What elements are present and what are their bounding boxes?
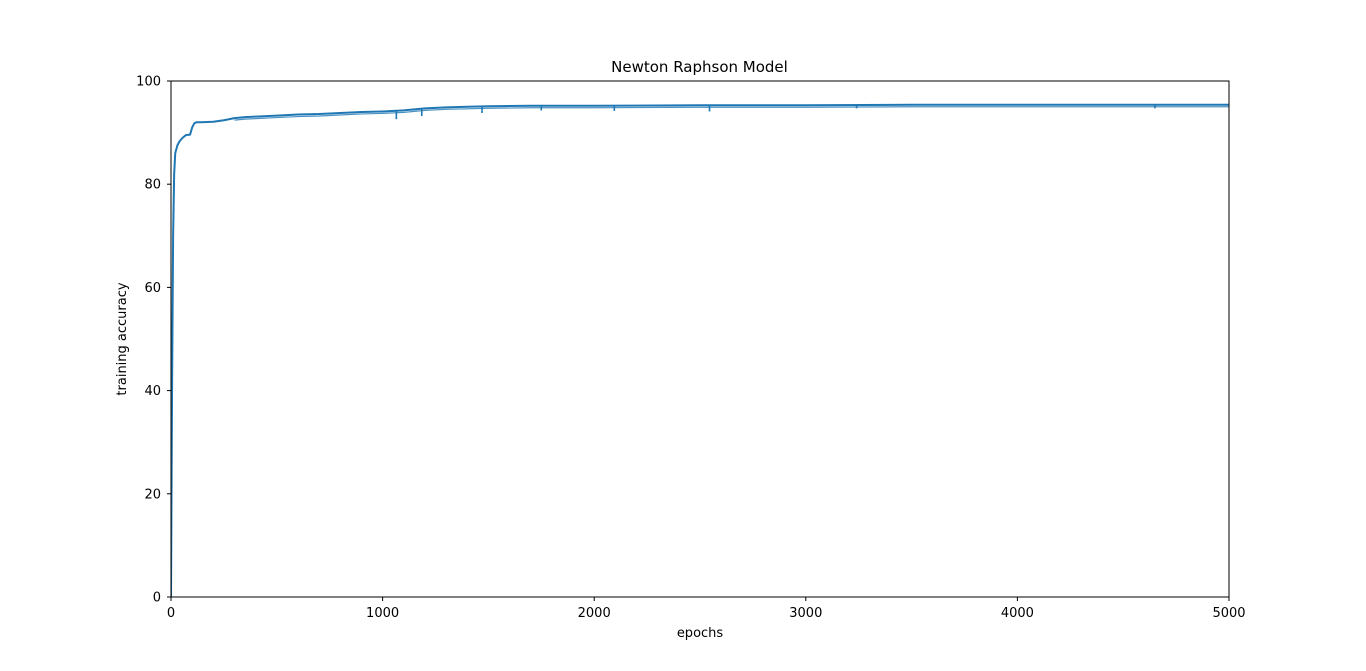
chart-title: Newton Raphson Model	[611, 58, 788, 76]
x-tick-label: 5000	[1212, 606, 1245, 621]
y-tick-label: 60	[144, 281, 161, 296]
x-tick-label: 1000	[366, 606, 399, 621]
x-tick-label: 3000	[789, 606, 822, 621]
y-tick-label: 40	[144, 384, 161, 399]
x-tick-label: 2000	[578, 606, 611, 621]
y-tick-label: 20	[144, 487, 161, 502]
series-noise-band	[234, 106, 1229, 121]
series-line	[171, 103, 1229, 597]
y-tick-label: 100	[136, 75, 161, 90]
y-axis-label: training accuracy	[115, 282, 130, 395]
x-axis-label: epochs	[677, 626, 724, 641]
plot-frame	[170, 80, 1230, 598]
y-tick-label: 80	[144, 178, 161, 193]
y-tick-label: 0	[153, 591, 161, 606]
x-tick-label: 4000	[1001, 606, 1034, 621]
x-tick-label: 0	[167, 606, 175, 621]
